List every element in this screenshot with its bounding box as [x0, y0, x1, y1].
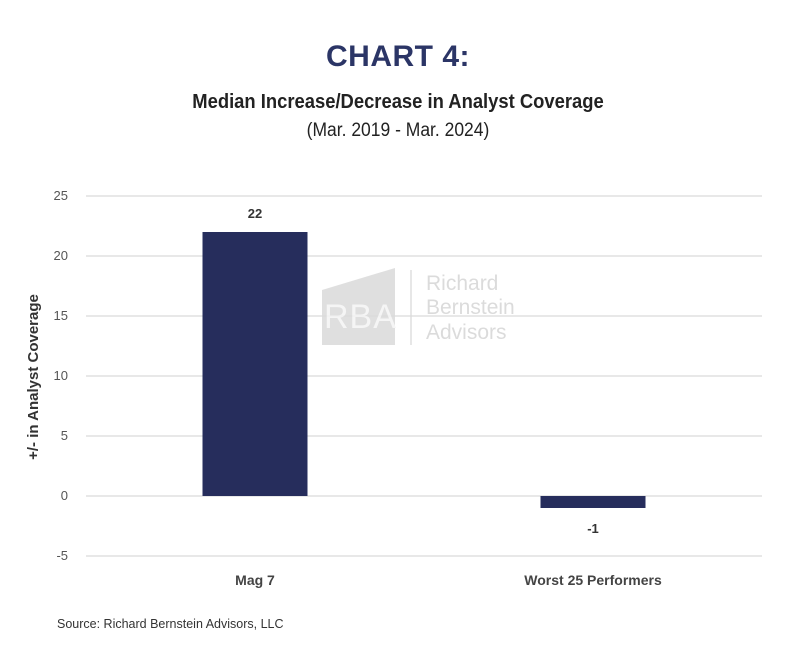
y-tick-label: 20 [54, 248, 68, 263]
y-tick-label: 15 [54, 308, 68, 323]
rba-watermark: RBA Richard Bernstein Advisors [322, 268, 515, 345]
watermark-logo-text: RBA [324, 298, 397, 336]
grid-layer [86, 195, 762, 557]
category-labels: Mag 7 Worst 25 Performers [235, 572, 662, 588]
y-tick-label: 25 [54, 188, 68, 203]
y-tick-labels: -5 0 5 10 15 20 25 [54, 188, 68, 563]
y-tick-label: -5 [56, 548, 68, 563]
rba-logo-mark: RBA [322, 268, 412, 345]
bar [540, 496, 646, 508]
y-tick-label: 5 [61, 428, 68, 443]
data-label: -1 [587, 521, 599, 536]
y-tick-label: 0 [61, 488, 68, 503]
watermark-line-3: Advisors [426, 321, 507, 344]
chart-kicker: CHART 4: [326, 40, 470, 73]
bar [202, 232, 308, 496]
bars-layer [202, 232, 646, 508]
category-label: Mag 7 [235, 572, 275, 588]
chart-subtitle: (Mar. 2019 - Mar. 2024) [306, 120, 490, 141]
y-axis-label: +/- in Analyst Coverage [25, 294, 42, 460]
watermark-line-2: Bernstein [426, 296, 515, 319]
data-labels: 22 -1 [248, 206, 599, 536]
category-label: Worst 25 Performers [524, 572, 662, 588]
chart-title: Median Increase/Decrease in Analyst Cove… [192, 91, 604, 113]
source-note: Source: Richard Bernstein Advisors, LLC [57, 617, 284, 631]
watermark-line-1: Richard [426, 272, 498, 295]
data-label: 22 [248, 206, 262, 221]
y-tick-label: 10 [54, 368, 68, 383]
